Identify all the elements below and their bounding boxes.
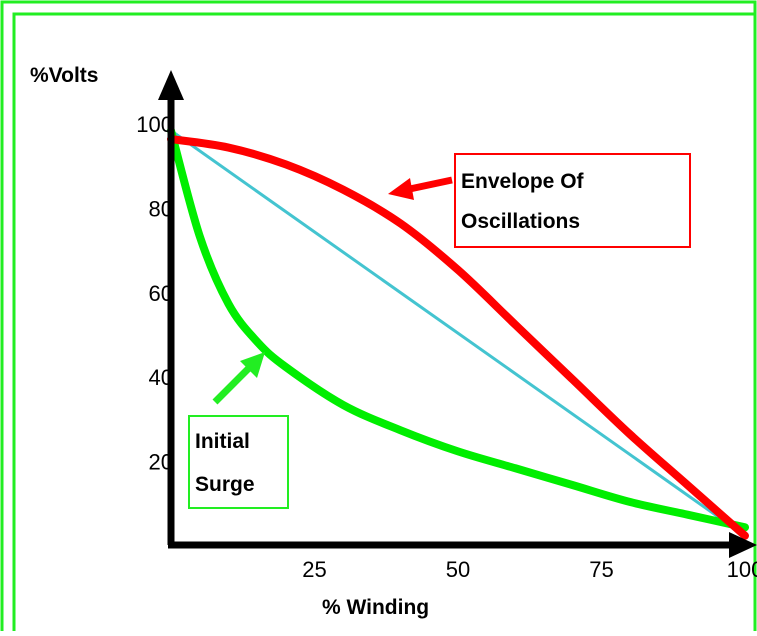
x-axis-arrow xyxy=(729,532,757,558)
y-tick-label: 60 xyxy=(149,281,173,306)
envelope-annotation-line1: Envelope Of xyxy=(461,170,585,193)
initial-surge-line xyxy=(167,126,749,532)
envelope-annotation: Envelope Of Oscillations xyxy=(388,153,691,248)
envelope-of-oscillations-line xyxy=(167,135,749,540)
y-tick-label: 100 xyxy=(136,112,173,137)
surge-annotation-arrowhead xyxy=(240,352,265,378)
surge-annotation-line2: Surge xyxy=(195,473,255,496)
surge-annotation-box xyxy=(188,415,289,509)
surge-annotation-arrow xyxy=(212,362,255,405)
y-tick-label: 20 xyxy=(149,450,173,475)
x-axis-label: % Winding xyxy=(322,596,429,619)
surge-annotation-line1: Initial xyxy=(195,430,250,453)
plot-area xyxy=(167,126,749,540)
x-tick-label: 75 xyxy=(589,557,613,582)
linear-distribution-line xyxy=(169,129,747,538)
x-tick-label: 100 xyxy=(727,557,757,582)
envelope-annotation-arrow xyxy=(404,176,453,194)
envelope-annotation-arrowhead xyxy=(388,178,414,200)
x-tick-label: 50 xyxy=(446,557,470,582)
surge-annotation: Initial Surge xyxy=(188,352,289,509)
y-tick-label: 40 xyxy=(149,365,173,390)
y-axis-label: %Volts xyxy=(30,64,98,87)
inner-frame xyxy=(12,12,757,636)
envelope-annotation-line2: Oscillations xyxy=(461,210,580,233)
y-tick-label: 80 xyxy=(149,196,173,221)
y-axis-arrow xyxy=(158,70,184,100)
x-tick-label: 25 xyxy=(302,557,326,582)
envelope-annotation-box xyxy=(454,153,691,248)
